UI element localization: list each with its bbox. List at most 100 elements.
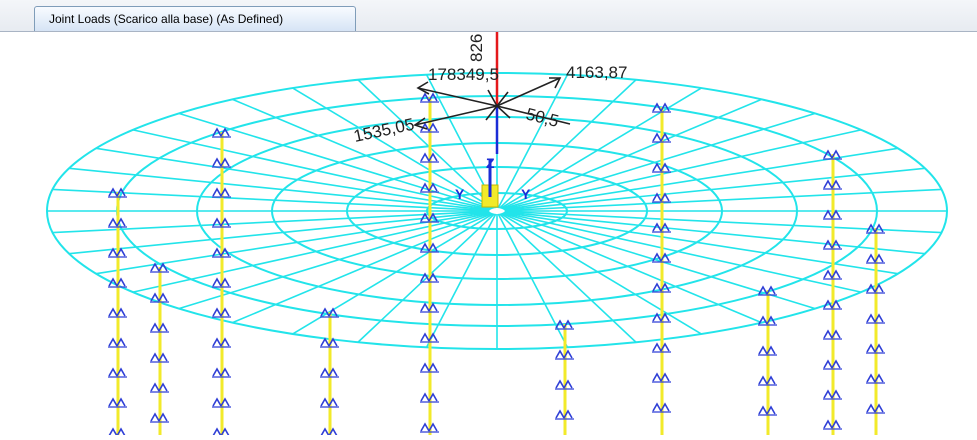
mesh-radial-line	[357, 79, 496, 209]
support-triangles	[108, 247, 126, 257]
support-triangles	[108, 277, 126, 287]
pin-support-icon	[420, 242, 439, 253]
pin-support-icon	[652, 192, 671, 203]
pin-support-icon	[108, 367, 127, 378]
support-triangles	[420, 122, 438, 132]
support-triangles	[652, 252, 670, 262]
support-triangles	[108, 367, 126, 377]
pin-support-icon	[108, 217, 127, 228]
support-triangles	[652, 312, 670, 322]
pin-support-icon	[652, 222, 671, 233]
support-triangles	[150, 352, 168, 362]
pin-support-icon	[420, 92, 439, 103]
support-triangles	[652, 282, 670, 292]
support-triangles	[823, 419, 841, 429]
mesh-radial-line	[497, 74, 569, 209]
support-triangles	[652, 102, 670, 112]
support-triangles	[823, 359, 841, 369]
support-triangles	[320, 337, 338, 347]
mesh-radial-line	[501, 98, 762, 210]
support-triangles	[420, 422, 438, 432]
mesh-radial-line	[497, 213, 569, 348]
force-arrow-left-top	[417, 87, 498, 107]
pin-support-icon	[150, 262, 169, 273]
mesh-radial-line	[52, 188, 490, 212]
force-values: 826 178349,5 4163,87 1535,05 50,5	[352, 34, 628, 146]
support-triangles	[420, 242, 438, 252]
pin-support-icon	[652, 102, 671, 113]
support-triangles	[320, 307, 338, 317]
pin-support-icon	[758, 375, 777, 386]
pin-support-icon	[652, 312, 671, 323]
support-triangles	[108, 217, 126, 227]
pin-support-icon	[420, 152, 439, 163]
tab-joint-loads[interactable]: Joint Loads (Scarico alla base) (As Defi…	[34, 6, 356, 31]
pin-support-icon	[555, 409, 574, 420]
support-triangles	[555, 349, 573, 359]
pin-support-icon	[823, 149, 842, 160]
pin-support-icon	[866, 253, 885, 264]
pin-support-icon	[652, 402, 671, 413]
pin-support-icon	[212, 217, 231, 228]
support-triangles	[108, 307, 126, 317]
pin-support-icon	[758, 405, 777, 416]
support-triangles	[212, 337, 230, 347]
support-triangles	[652, 342, 670, 352]
support-triangles	[866, 343, 884, 353]
pin-support-icon	[866, 373, 885, 384]
pin-support-icon	[866, 343, 885, 354]
support-triangles	[320, 367, 338, 377]
support-triangles	[652, 132, 670, 142]
pin-support-icon	[212, 277, 231, 288]
pin-support-icon	[866, 403, 885, 414]
support-triangles	[212, 397, 230, 407]
pin-support-icon	[420, 392, 439, 403]
support-triangles	[555, 319, 573, 329]
mesh-radial-line	[232, 98, 493, 210]
pin-support-icon	[320, 397, 339, 408]
pin-support-icon	[652, 372, 671, 383]
pin-support-icon	[108, 187, 127, 198]
force-value-left-bottom: 1535,05	[352, 115, 416, 146]
mesh-radial-line	[504, 167, 926, 211]
support-triangles	[758, 315, 776, 325]
support-triangles	[108, 427, 126, 437]
pin-support-icon	[420, 422, 439, 433]
pin-support-icon	[652, 132, 671, 143]
mesh-radial-line	[502, 112, 816, 210]
support-triangles	[555, 379, 573, 389]
mesh-radial-line	[498, 79, 637, 209]
model-viewport[interactable]: Z Y Y 826 178349,5 4163,87 1535,05 50,5	[0, 32, 977, 438]
mesh-radial-line	[292, 212, 494, 335]
support-triangles	[420, 92, 438, 102]
support-triangles	[652, 162, 670, 172]
support-triangles	[212, 247, 230, 257]
mesh-radial-line	[68, 211, 490, 255]
pin-support-icon	[420, 362, 439, 373]
support-triangles	[823, 269, 841, 279]
support-triangles	[758, 285, 776, 295]
arrowhead-left-bottom	[413, 117, 428, 130]
pin-support-icon	[212, 247, 231, 258]
arrowhead-right-top	[549, 77, 562, 89]
support-triangles	[150, 382, 168, 392]
mesh-radial-line	[95, 147, 490, 211]
force-value-vertical: 826	[467, 34, 486, 62]
pin-support-icon	[823, 329, 842, 340]
force-arrow-right-bottom	[496, 105, 571, 125]
pin-support-icon	[212, 397, 231, 408]
mesh-radial-line	[503, 211, 862, 293]
tab-bar: Joint Loads (Scarico alla base) (As Defi…	[0, 0, 977, 32]
mesh-radial-line	[232, 212, 493, 324]
pin-support-icon	[823, 389, 842, 400]
support-triangles	[823, 389, 841, 399]
support-triangles	[823, 329, 841, 339]
pin-support-icon	[420, 332, 439, 343]
support-triangles	[420, 392, 438, 402]
pin-support-icon	[212, 157, 231, 168]
pin-support-icon	[823, 269, 842, 280]
pin-support-icon	[652, 252, 671, 263]
pin-support-icon	[555, 349, 574, 360]
force-value-right-bottom: 50,5	[524, 104, 561, 130]
pin-support-icon	[823, 419, 842, 430]
